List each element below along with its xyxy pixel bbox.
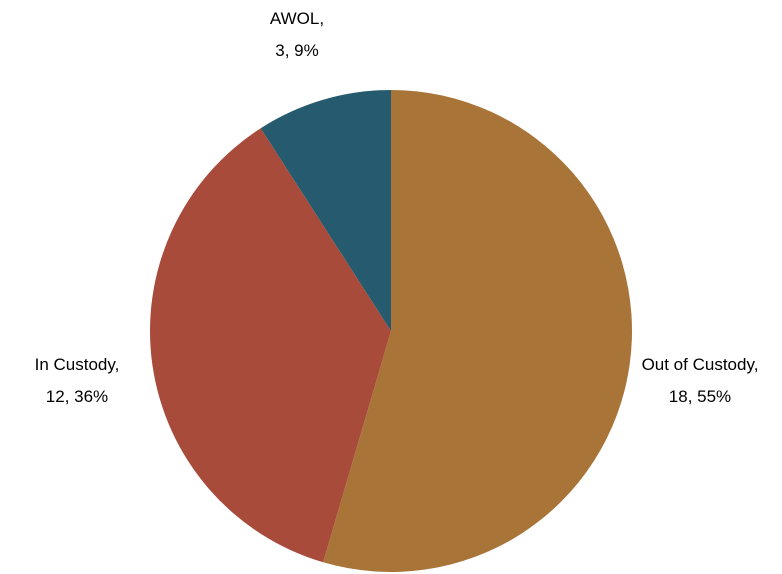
pie-slice-in-custody <box>150 128 391 563</box>
slice-label-value: 12, 36% <box>46 387 108 406</box>
pie-slice-out-of-custody <box>323 90 633 572</box>
slice-label-value: 18, 55% <box>669 387 731 406</box>
slice-label-name: AWOL, <box>270 9 324 28</box>
pie-slice-awol <box>260 90 391 331</box>
slice-label-awol: AWOL, 3, 9% <box>270 9 324 60</box>
pie-slices <box>150 90 633 572</box>
slice-label-out-of-custody: Out of Custody, 18, 55% <box>642 355 759 406</box>
slice-label-value: 3, 9% <box>275 41 318 60</box>
slice-label-name: In Custody, <box>35 355 120 374</box>
slice-label-in-custody: In Custody, 12, 36% <box>35 355 120 406</box>
slice-label-name: Out of Custody, <box>642 355 759 374</box>
